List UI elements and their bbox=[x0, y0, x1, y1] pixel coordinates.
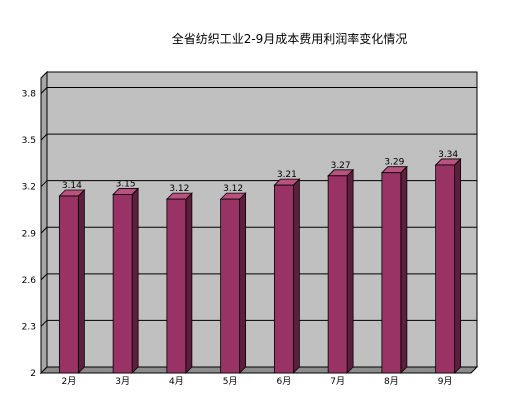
bar-side bbox=[77, 189, 85, 374]
y-tick-label: 2.3 bbox=[22, 322, 36, 332]
bar-side bbox=[454, 157, 462, 374]
x-axis-tick-labels: 2月 3月 4月 5月 6月 7月 8月 9月 bbox=[62, 376, 453, 387]
plot-back-wall bbox=[46, 71, 478, 368]
x-tick-label: 4月 bbox=[169, 376, 184, 387]
data-label: 3.12 bbox=[223, 184, 243, 194]
bar-front bbox=[166, 198, 187, 374]
x-tick-label: 6月 bbox=[277, 376, 292, 387]
bar-side bbox=[292, 178, 300, 374]
bar-front bbox=[58, 195, 79, 374]
bar bbox=[165, 192, 193, 374]
x-tick-label: 3月 bbox=[115, 376, 130, 387]
data-label: 3.14 bbox=[62, 181, 82, 191]
bar-side bbox=[239, 192, 247, 374]
x-tick-label: 9月 bbox=[438, 376, 453, 387]
x-tick-label: 8月 bbox=[384, 376, 399, 387]
bar bbox=[380, 165, 408, 374]
bar-front bbox=[112, 194, 133, 374]
data-labels: 3.14 3.15 3.12 3.12 3.21 3.27 3.29 3.34 bbox=[62, 150, 459, 194]
gridline-side bbox=[40, 273, 48, 281]
data-label: 3.15 bbox=[116, 179, 136, 189]
y-tick-label: 3.2 bbox=[22, 183, 36, 193]
data-label: 3.12 bbox=[169, 184, 189, 194]
bar bbox=[58, 189, 86, 374]
x-tick-label: 7月 bbox=[330, 376, 345, 387]
bar-side bbox=[185, 192, 193, 374]
gridline-side bbox=[40, 226, 48, 234]
chart-title: 全省纺织工业2-9月成本费用利润率变化情况 bbox=[171, 32, 408, 46]
bar-side bbox=[131, 187, 139, 374]
data-label: 3.21 bbox=[277, 170, 297, 180]
plot-floor bbox=[39, 366, 479, 374]
x-tick-label: 5月 bbox=[223, 376, 238, 387]
bar-front bbox=[381, 172, 402, 374]
y-tick-label: 2.9 bbox=[22, 229, 37, 239]
bar-series bbox=[58, 157, 462, 374]
bar bbox=[434, 157, 462, 374]
data-label: 3.34 bbox=[438, 150, 458, 160]
y-tick-label: 2 bbox=[30, 369, 36, 379]
bar-side bbox=[346, 168, 354, 374]
plot-background bbox=[39, 70, 479, 375]
bar-front bbox=[273, 184, 294, 374]
x-tick-label: 2月 bbox=[62, 376, 77, 387]
bar bbox=[327, 168, 355, 374]
bar bbox=[112, 187, 140, 374]
gridline-side bbox=[40, 320, 48, 327]
bar bbox=[219, 192, 247, 374]
bar-front bbox=[327, 175, 348, 374]
y-tick-label: 3.8 bbox=[22, 90, 37, 100]
plot-side-wall bbox=[40, 70, 48, 375]
bar-front bbox=[220, 198, 241, 374]
gridline-side bbox=[40, 133, 48, 141]
y-tick-label: 2.6 bbox=[22, 276, 37, 286]
bar-side bbox=[400, 165, 408, 374]
data-label: 3.27 bbox=[331, 161, 351, 171]
gridline-side bbox=[40, 180, 48, 188]
bar bbox=[273, 178, 301, 374]
gridline-side bbox=[40, 87, 48, 94]
data-label: 3.29 bbox=[384, 158, 404, 168]
y-tick-label: 3.5 bbox=[22, 136, 36, 146]
y-axis-tick-labels: 2 2.3 2.6 2.9 3.2 3.5 3.8 bbox=[22, 90, 37, 379]
bar-front bbox=[435, 164, 456, 374]
